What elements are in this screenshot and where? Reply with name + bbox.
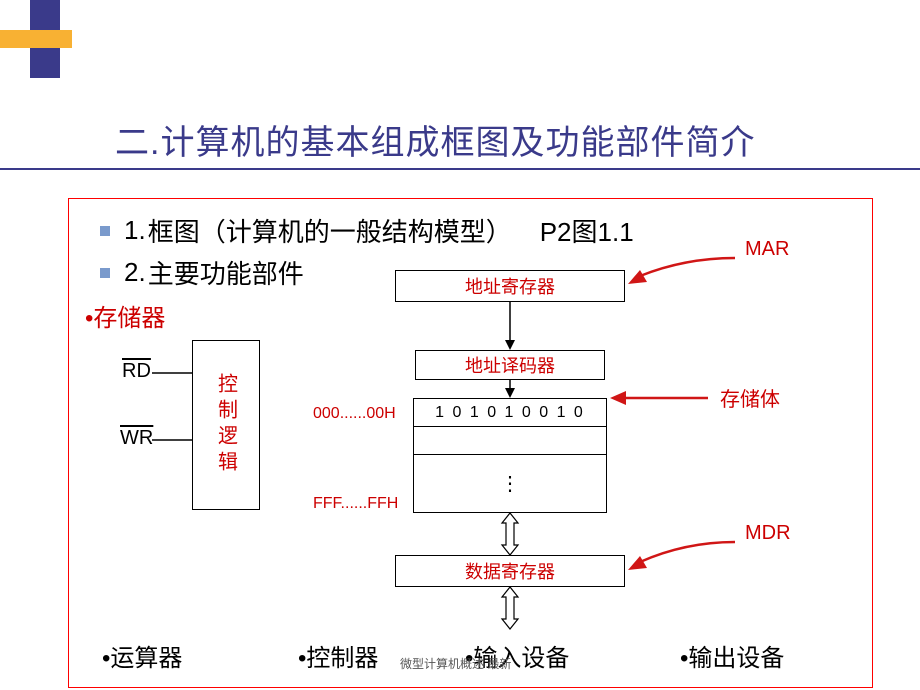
arrow-reg-to-dec <box>500 302 520 350</box>
memory-row-0: 1 0 1 0 1 0 0 1 0 <box>414 399 606 427</box>
addr-decoder-label: 地址译码器 <box>465 352 555 378</box>
bullet-2-prefix: 2. <box>124 257 146 288</box>
storage-body-label: 存储体 <box>720 383 780 412</box>
footer-ctrl: •控制器 <box>298 638 378 673</box>
storage-header: •存储器 <box>85 298 165 333</box>
wr-label: WR <box>120 427 153 450</box>
bullet-1-ref: P2图1.1 <box>540 212 634 249</box>
memory-row-1 <box>414 427 606 455</box>
memory-dots: ⋮ <box>414 455 606 512</box>
arrow-mem-data <box>496 513 524 555</box>
data-register-label: 数据寄存器 <box>465 558 555 584</box>
storage-body-arrow <box>608 388 718 408</box>
mar-label: MAR <box>745 238 789 261</box>
addr-register-label: 地址寄存器 <box>465 273 555 299</box>
control-logic-label: 控制逻辑 <box>212 373 241 477</box>
bullet-2-text: 主要功能部件 <box>148 254 304 291</box>
mdr-label: MDR <box>745 522 791 545</box>
addr-register: 地址寄存器 <box>395 270 625 302</box>
mar-arrow <box>625 256 745 286</box>
addr-end-label: FFF......FFH <box>313 495 398 513</box>
deco-corner <box>0 0 100 100</box>
bullet-icon <box>100 226 110 236</box>
data-register: 数据寄存器 <box>395 555 625 587</box>
rd-line <box>152 372 192 374</box>
arrow-data-down <box>496 587 524 629</box>
arrow-dec-to-mem <box>500 380 520 398</box>
bullet-1-prefix: 1. <box>124 215 146 246</box>
footnote: 微型计算机概述 最新 <box>400 655 511 672</box>
title-underline <box>0 168 920 170</box>
rd-label: RD <box>122 360 151 383</box>
bullet-icon <box>100 268 110 278</box>
memory-body: 1 0 1 0 1 0 0 1 0 ⋮ <box>413 398 607 513</box>
wr-line <box>152 439 192 441</box>
slide-title: 二.计算机的基本组成框图及功能部件简介 <box>115 115 755 164</box>
footer-alu: •运算器 <box>102 638 182 673</box>
addr-decoder: 地址译码器 <box>415 350 605 380</box>
mdr-arrow <box>625 540 745 570</box>
addr-start-label: 000......00H <box>313 405 396 423</box>
bullet-1: 1. 框图（计算机的一般结构模型） P2图1.1 <box>100 212 634 249</box>
footer-output: •输出设备 <box>680 638 784 673</box>
bullet-2: 2. 主要功能部件 <box>100 254 304 291</box>
bullet-1-text: 框图（计算机的一般结构模型） <box>148 212 512 249</box>
control-logic-box: 控制逻辑 <box>192 340 260 510</box>
